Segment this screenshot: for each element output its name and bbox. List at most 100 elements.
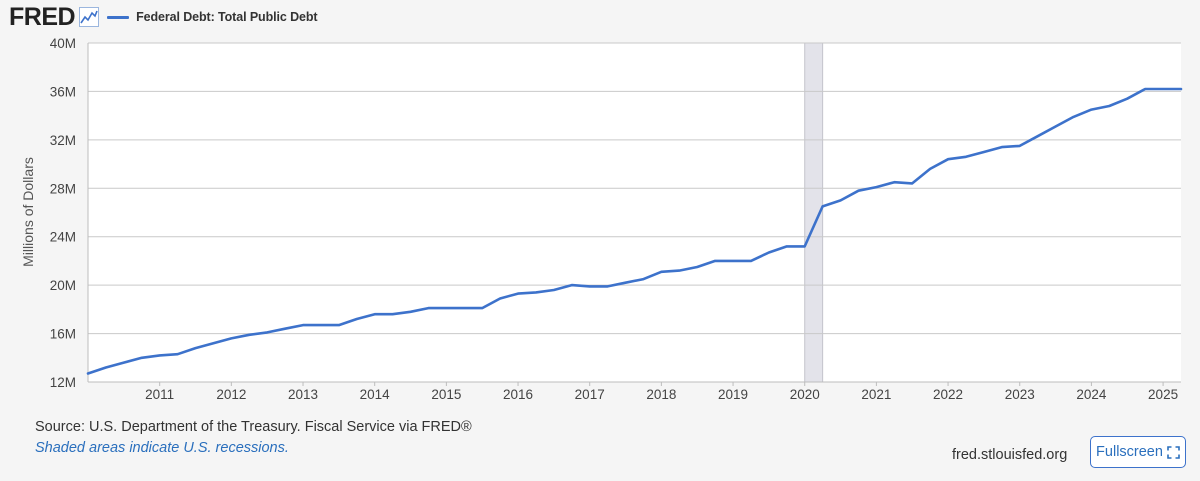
data-point[interactable] <box>1126 97 1129 100</box>
data-point[interactable] <box>1144 88 1146 90</box>
x-tick-label: 2024 <box>1076 387 1107 402</box>
data-point[interactable] <box>463 307 466 309</box>
data-point[interactable] <box>445 307 448 309</box>
data-point[interactable] <box>194 347 197 349</box>
grid-layer <box>87 42 1181 383</box>
data-point[interactable] <box>517 292 519 295</box>
x-tick-label: 2015 <box>431 387 461 402</box>
data-point[interactable] <box>427 307 430 309</box>
x-tick-label: 2021 <box>861 387 891 402</box>
y-tick-label: 28M <box>50 181 76 196</box>
data-point[interactable] <box>409 310 412 313</box>
data-point[interactable] <box>1018 145 1021 147</box>
data-point[interactable] <box>248 333 251 336</box>
data-point[interactable] <box>1090 108 1093 111</box>
data-point[interactable] <box>212 342 215 345</box>
data-point[interactable] <box>1001 146 1003 148</box>
data-point[interactable] <box>355 318 358 320</box>
data-point[interactable] <box>624 281 627 284</box>
data-point[interactable] <box>732 260 734 262</box>
data-point[interactable] <box>1108 105 1111 107</box>
data-point[interactable] <box>714 260 716 262</box>
data-point[interactable] <box>803 245 806 248</box>
data-point[interactable] <box>875 186 878 188</box>
y-axis-ticks: 12M 16M 20M 24M 28M 32M 36M 40M <box>50 36 76 390</box>
x-tick-label: 2019 <box>718 387 748 402</box>
recession-note: Shaded areas indicate U.S. recessions. <box>35 440 289 456</box>
x-tick-label: 2025 <box>1148 387 1178 402</box>
y-axis-label: Millions of Dollars <box>20 157 36 267</box>
data-point[interactable] <box>105 366 107 369</box>
data-point[interactable] <box>786 245 788 248</box>
data-point[interactable] <box>373 313 376 316</box>
data-point[interactable] <box>499 297 501 300</box>
series-line[interactable] <box>86 87 1183 375</box>
source-note: Source: U.S. Department of the Treasury.… <box>35 419 472 435</box>
y-tick-label: 32M <box>50 133 76 148</box>
data-point[interactable] <box>911 182 914 185</box>
fred-logo[interactable]: FRED <box>9 2 76 31</box>
data-point[interactable] <box>857 189 860 192</box>
data-point[interactable] <box>1036 135 1039 138</box>
data-point[interactable] <box>768 251 770 254</box>
data-point[interactable] <box>1180 88 1182 90</box>
data-point[interactable] <box>391 313 394 316</box>
y-tick-label: 12M <box>50 375 76 390</box>
data-point[interactable] <box>158 354 161 357</box>
plot-background <box>88 43 1181 382</box>
fullscreen-button[interactable]: Fullscreen <box>1090 436 1186 468</box>
data-point[interactable] <box>678 269 681 272</box>
y-tick-label: 20M <box>50 278 76 293</box>
data-point[interactable] <box>821 205 824 208</box>
data-point[interactable] <box>553 289 555 291</box>
y-tick-label: 16M <box>50 327 76 342</box>
legend: Federal Debt: Total Public Debt <box>107 10 318 24</box>
data-point[interactable] <box>1054 125 1057 128</box>
y-tick-label: 40M <box>50 36 76 51</box>
data-point[interactable] <box>642 278 645 280</box>
data-point[interactable] <box>176 353 179 355</box>
series-layer[interactable] <box>86 87 1183 375</box>
data-point[interactable] <box>588 285 591 288</box>
data-point[interactable] <box>87 372 89 375</box>
data-point[interactable] <box>266 331 268 334</box>
plot-area <box>88 43 1181 382</box>
x-axis-ticks: 2011 2012 2013 2014 2015 2016 2017 2018 2019 2020… <box>145 382 1178 402</box>
legend-swatch <box>107 15 130 19</box>
line-chart-icon <box>79 7 100 27</box>
x-tick-label: 2022 <box>933 387 963 402</box>
data-point[interactable] <box>284 327 286 330</box>
x-tick-label: 2017 <box>575 387 605 402</box>
data-point[interactable] <box>965 156 967 158</box>
y-tick-label: 24M <box>50 230 76 245</box>
data-point[interactable] <box>929 168 931 170</box>
data-point[interactable] <box>839 199 842 202</box>
data-point[interactable] <box>660 271 663 273</box>
legend-label[interactable]: Federal Debt: Total Public Debt <box>136 10 318 24</box>
x-tick-label: 2016 <box>503 387 533 402</box>
data-point[interactable] <box>230 337 233 340</box>
data-point[interactable] <box>983 151 985 153</box>
x-tick-label: 2011 <box>145 387 174 402</box>
data-point[interactable] <box>481 307 483 309</box>
data-point[interactable] <box>338 324 340 326</box>
data-point[interactable] <box>606 285 609 288</box>
data-point[interactable] <box>535 291 537 294</box>
data-point[interactable] <box>696 266 699 268</box>
data-point[interactable] <box>893 181 896 184</box>
x-tick-label: 2023 <box>1005 387 1035 402</box>
data-point[interactable] <box>320 324 322 326</box>
data-point[interactable] <box>123 361 125 364</box>
expand-icon <box>1167 445 1180 459</box>
data-point[interactable] <box>750 260 752 262</box>
data-point[interactable] <box>570 284 573 286</box>
data-point[interactable] <box>302 324 304 326</box>
x-tick-label: 2012 <box>216 387 246 402</box>
data-point[interactable] <box>947 158 949 161</box>
data-point[interactable] <box>1162 88 1164 90</box>
y-tick-label: 36M <box>50 84 76 99</box>
data-point[interactable] <box>1072 116 1075 118</box>
data-point[interactable] <box>140 356 143 359</box>
